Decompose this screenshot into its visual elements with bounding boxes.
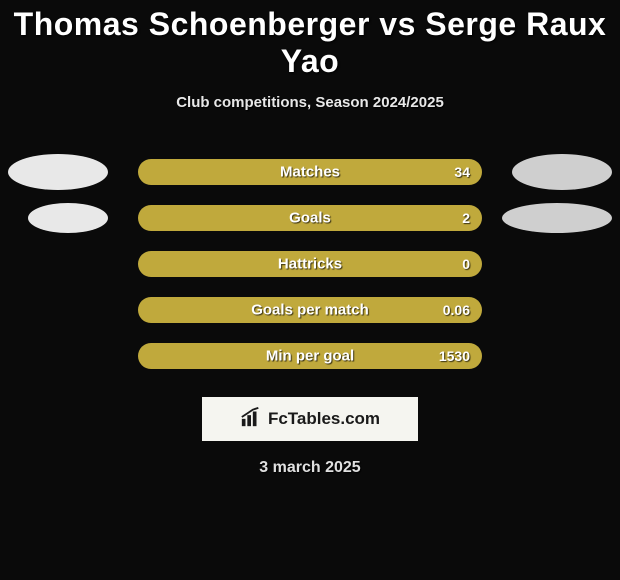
stat-bar: Goals 2 xyxy=(138,205,482,231)
stat-row: Hattricks 0 xyxy=(0,241,620,287)
page-title: Thomas Schoenberger vs Serge Raux Yao xyxy=(0,0,620,80)
stat-value: 34 xyxy=(454,164,470,180)
stat-bar: Goals per match 0.06 xyxy=(138,297,482,323)
branding-box: FcTables.com xyxy=(202,397,418,441)
stat-value: 1530 xyxy=(439,348,470,364)
stat-bar: Hattricks 0 xyxy=(138,251,482,277)
stat-row: Matches 34 xyxy=(0,149,620,195)
stat-label: Hattricks xyxy=(278,256,342,273)
stat-row: Goals per match 0.06 xyxy=(0,287,620,333)
player-left-oval xyxy=(8,154,108,190)
stat-label: Goals xyxy=(289,210,331,227)
stat-label: Matches xyxy=(280,164,340,181)
subtitle: Club competitions, Season 2024/2025 xyxy=(0,94,620,111)
player-right-oval xyxy=(512,154,612,190)
stat-value: 2 xyxy=(462,210,470,226)
stat-rows: Matches 34 Goals 2 Hattricks 0 Goals per… xyxy=(0,149,620,379)
chart-icon xyxy=(240,406,262,433)
stat-row: Goals 2 xyxy=(0,195,620,241)
stat-value: 0.06 xyxy=(443,302,470,318)
date-text: 3 march 2025 xyxy=(0,459,620,477)
branding-label: FcTables.com xyxy=(268,409,380,429)
stat-row: Min per goal 1530 xyxy=(0,333,620,379)
stat-value: 0 xyxy=(462,256,470,272)
stat-bar: Min per goal 1530 xyxy=(138,343,482,369)
stat-label: Min per goal xyxy=(266,348,354,365)
player-right-oval xyxy=(502,203,612,233)
player-left-oval xyxy=(28,203,108,233)
stat-label: Goals per match xyxy=(251,302,369,319)
stat-bar: Matches 34 xyxy=(138,159,482,185)
